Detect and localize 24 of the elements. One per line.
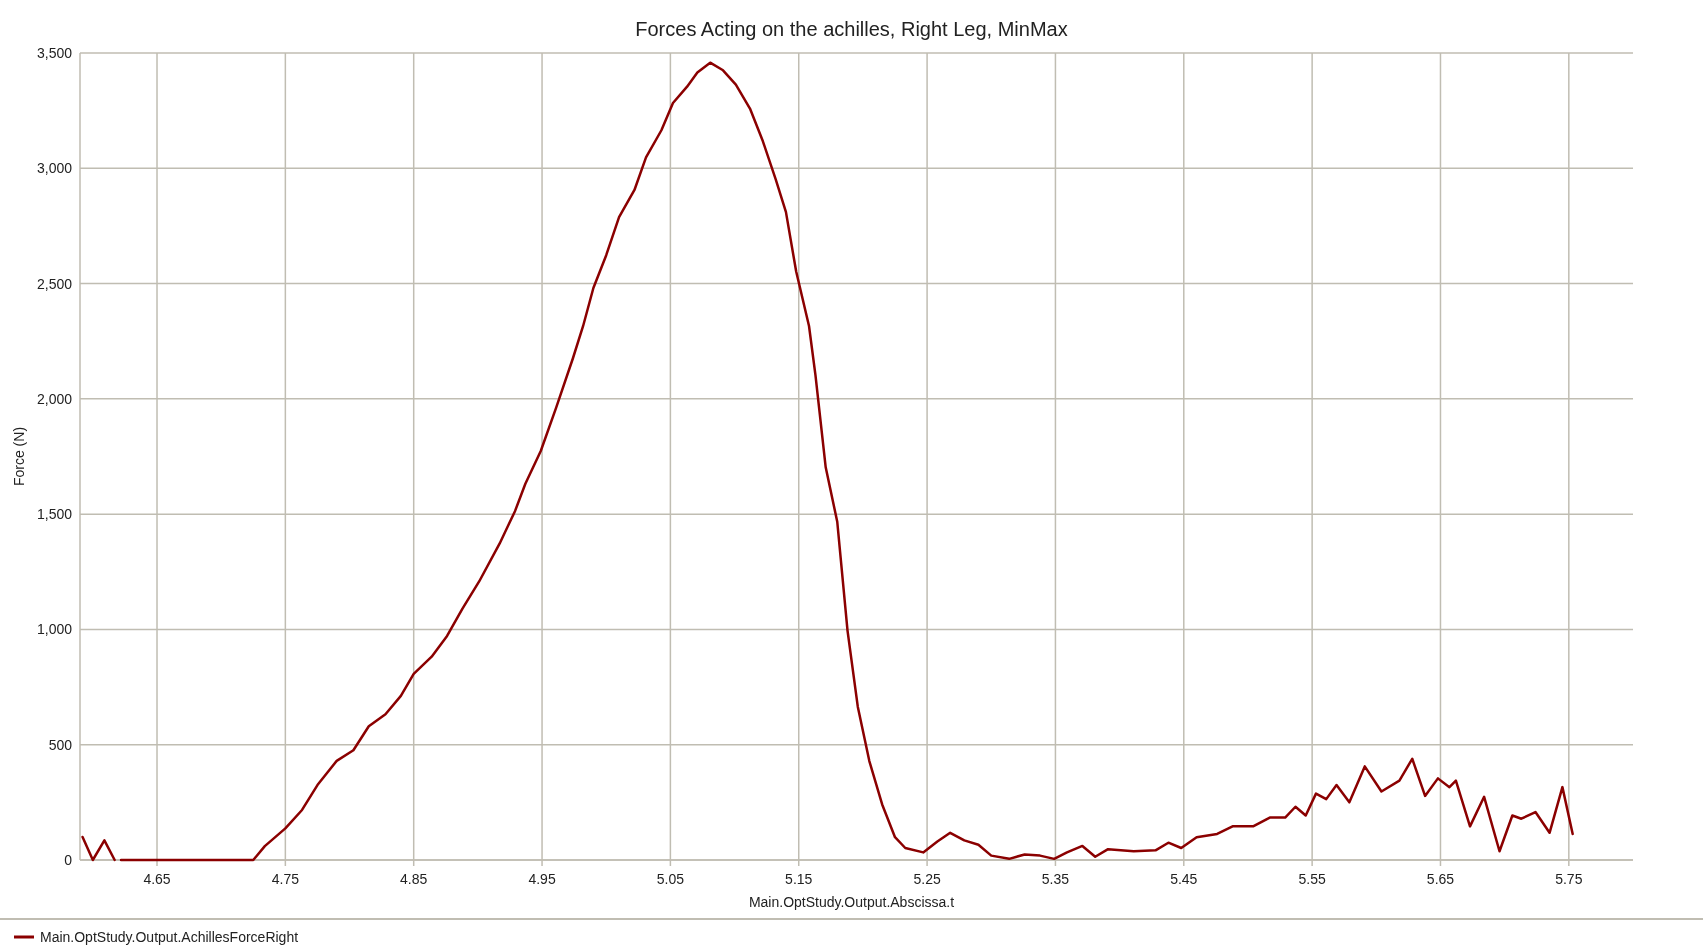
x-tick-label: 5.55	[1298, 871, 1326, 887]
x-tick-label: 5.75	[1555, 871, 1583, 887]
x-tick-label: 5.25	[913, 871, 941, 887]
x-tick-label: 5.15	[785, 871, 813, 887]
x-tick-label: 5.05	[656, 871, 685, 887]
x-tick-label: 5.35	[1041, 871, 1070, 887]
y-tick-label: 3,000	[36, 160, 73, 177]
y-tick-label: 1,500	[36, 506, 73, 523]
y-tick-label: 2,000	[36, 390, 73, 407]
y-tick-label: 3,500	[36, 45, 73, 61]
x-tick-label: 4.75	[271, 871, 300, 887]
x-tick-label: 4.85	[400, 871, 428, 887]
x-tick-label: 5.65	[1426, 871, 1455, 887]
legend-label: Main.OptStudy.Output.AchillesForceRight	[40, 929, 299, 945]
y-tick-label: 500	[48, 736, 73, 753]
x-tick-label: 5.45	[1170, 871, 1198, 887]
y-tick-label: 0	[64, 852, 73, 868]
x-tick-label: 4.65	[143, 871, 171, 887]
y-tick-label: 2,500	[36, 275, 73, 292]
chart-title: Forces Acting on the achilles, Right Leg, MinMax	[635, 18, 1068, 40]
x-axis-title: Main.OptStudy.Output.Abscissa.t	[748, 894, 955, 910]
x-tick-label: 4.95	[528, 871, 556, 887]
y-tick-label: 1,000	[36, 621, 73, 638]
y-axis-title: Force (N)	[11, 426, 27, 487]
